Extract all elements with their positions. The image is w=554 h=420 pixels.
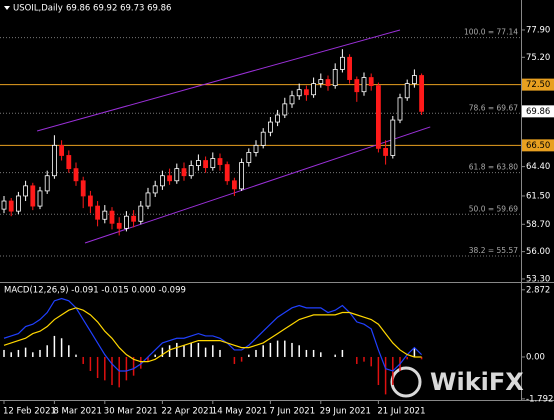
x-tick-label: 30 Mar 2021 <box>104 407 158 417</box>
y-tick-label: 77.90 <box>526 25 550 35</box>
macd-title: MACD(12,26,9) -0.091 -0.015 0.000 -0.099 <box>4 286 186 296</box>
candle-body <box>195 160 201 166</box>
candle-body <box>361 77 367 93</box>
candle-body <box>124 215 129 229</box>
fib-label: 100.0 = 77.14 <box>464 28 518 37</box>
candle-body <box>404 83 410 99</box>
candle-body <box>383 147 389 156</box>
level-label: 72.50 <box>526 80 550 90</box>
candle-body <box>296 89 302 97</box>
candle-body <box>174 168 180 182</box>
candle-body <box>260 131 266 146</box>
candle-body <box>282 103 288 116</box>
candle-body <box>419 75 425 112</box>
candle-body <box>347 56 353 80</box>
candle-body <box>339 56 345 70</box>
x-tick-label: 21 Jul 2021 <box>377 407 425 417</box>
candle-body <box>397 97 403 121</box>
x-tick-label: 7 Jun 2021 <box>269 407 315 417</box>
candle-body <box>188 165 194 177</box>
level-label: 66.50 <box>526 141 550 151</box>
level-box <box>522 78 554 91</box>
candle-body <box>23 185 29 197</box>
candle-body <box>181 168 187 177</box>
ohlc-text: 69.86 69.92 69.73 69.86 <box>66 4 171 14</box>
channel-line <box>84 126 431 244</box>
candle-body <box>368 77 374 87</box>
x-tick-label: 12 Feb 2021 <box>3 407 56 417</box>
candle-body <box>239 162 245 190</box>
macd-line <box>3 297 423 372</box>
candle-body <box>332 69 338 87</box>
candle-body <box>275 114 281 123</box>
candle-body <box>246 152 252 163</box>
candle-body <box>311 83 317 96</box>
fib-label: 38.2 = 55.57 <box>469 246 518 255</box>
candle-body <box>303 89 309 96</box>
candle-body <box>325 79 331 87</box>
candle-body <box>138 205 144 222</box>
candle-body <box>73 168 79 182</box>
y-tick-label: 64.40 <box>526 162 550 172</box>
candle-body <box>66 155 72 170</box>
candle-body <box>37 190 43 207</box>
y-tick-label: 2.872 <box>526 285 550 295</box>
y-tick-label: 56.00 <box>526 247 550 257</box>
candle-body <box>131 215 137 222</box>
y-tick-label: 58.70 <box>526 220 550 230</box>
candle-body <box>1 200 7 210</box>
menu-icon <box>4 6 10 10</box>
x-tick-label: 22 Apr 2021 <box>161 407 214 417</box>
candle-body <box>159 175 165 187</box>
candle-body <box>203 160 209 169</box>
fib-label: 50.0 = 59.69 <box>469 204 518 213</box>
x-tick-label: 29 Jun 2021 <box>320 407 371 417</box>
candle-body <box>390 119 396 156</box>
candle-body <box>167 175 173 182</box>
candle-body <box>52 144 57 177</box>
candle-body <box>152 185 158 194</box>
y-tick-label: -1.792 <box>526 394 553 404</box>
candle-body <box>44 175 50 192</box>
candle-body <box>354 79 360 93</box>
candle-body <box>411 75 417 85</box>
candle-body <box>217 158 223 165</box>
y-tick-label: 53.30 <box>526 274 550 284</box>
candle-body <box>95 205 100 220</box>
candle-body <box>88 195 93 207</box>
candle-body <box>8 200 14 212</box>
candle-body <box>210 158 216 169</box>
x-tick-label: 8 Mar 2021 <box>53 407 101 417</box>
macd-line <box>3 307 422 363</box>
level-box <box>522 139 554 152</box>
channel-line <box>36 29 401 132</box>
candle-body <box>59 144 64 156</box>
y-tick-label: 0.00 <box>526 352 545 362</box>
candle-body <box>80 180 86 197</box>
watermark: WikiFX <box>430 368 524 396</box>
candle-body <box>109 210 115 224</box>
y-tick-label: 75.20 <box>526 53 550 63</box>
fib-label: 78.6 = 69.67 <box>469 103 518 112</box>
candle-body <box>15 195 21 212</box>
candle-body <box>145 192 151 207</box>
candle-body <box>231 180 237 190</box>
last-price-box <box>522 105 554 118</box>
chart-title: USOIL,Daily <box>13 4 63 14</box>
candle-body <box>30 185 36 207</box>
candle-body <box>102 210 108 220</box>
x-tick-label: 14 May 2021 <box>212 407 267 417</box>
candle-body <box>289 95 295 105</box>
fib-label: 61.8 = 63.80 <box>469 163 518 172</box>
y-tick-label: 61.50 <box>526 191 550 201</box>
watermark-logo <box>390 366 422 398</box>
candle-body <box>253 144 259 153</box>
candle-body <box>267 121 273 133</box>
last-price-label: 69.86 <box>526 107 550 117</box>
candle-body <box>375 85 381 149</box>
candle-body <box>318 79 324 85</box>
candle-body <box>116 222 122 229</box>
candle-body <box>224 164 230 182</box>
